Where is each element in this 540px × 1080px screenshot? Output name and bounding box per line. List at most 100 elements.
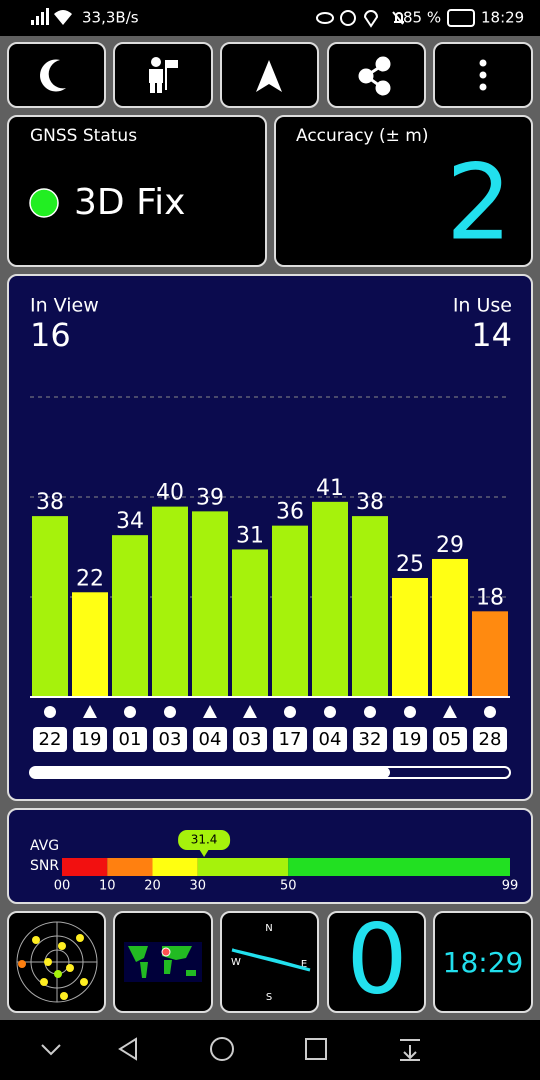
snr-value: 36 <box>276 500 304 525</box>
constellation-marker <box>124 706 136 718</box>
snr-label: SNR <box>30 858 59 874</box>
clock-tile[interactable] <box>433 911 533 1013</box>
nav-bar <box>0 1020 540 1080</box>
snr-value: 39 <box>196 485 224 510</box>
sat-id: 01 <box>119 729 142 750</box>
map-pin <box>161 947 171 957</box>
radar-icon <box>16 921 98 1003</box>
snr-tick-label: 30 <box>189 879 206 894</box>
snr-tick-label: 10 <box>99 879 116 894</box>
constellation-marker <box>284 706 296 718</box>
constellation-marker <box>324 706 336 718</box>
sat-id: 03 <box>239 729 262 750</box>
avg-label: AVG <box>30 838 59 854</box>
scroll-thumb[interactable] <box>30 767 390 778</box>
constellation-marker <box>243 705 257 718</box>
snr-tick-label: 20 <box>144 879 161 894</box>
snr-bar <box>432 558 468 697</box>
snr-segment <box>197 858 289 876</box>
share-button[interactable] <box>327 42 426 108</box>
snr-value: 38 <box>36 490 64 515</box>
snr-bar <box>112 535 148 697</box>
battery-level: 85 % <box>403 9 441 27</box>
snr-tick-label: 99 <box>502 879 519 894</box>
sat-id-box <box>313 727 347 752</box>
nav-icons[interactable] <box>41 1037 420 1061</box>
snr-bar <box>472 611 508 697</box>
sat-id: 28 <box>479 729 502 750</box>
clock-value: 18:29 <box>443 946 524 979</box>
sat-id-box <box>393 727 427 752</box>
avg-pointer-tip <box>199 849 210 857</box>
gnss-tile <box>7 115 267 267</box>
snr-bar <box>32 516 68 697</box>
snr-value: 22 <box>76 566 104 591</box>
snr-bar <box>272 525 308 697</box>
network-speed: 33,3B/s <box>82 9 139 27</box>
sat-id: 17 <box>279 729 302 750</box>
constellation-marker <box>83 705 97 718</box>
compass-w: W <box>231 957 241 968</box>
in-view-value: 16 <box>30 316 71 354</box>
menu-icon <box>479 59 487 91</box>
constellation-marker <box>443 705 457 718</box>
constellation-marker <box>203 705 217 718</box>
accuracy-tile <box>274 115 533 267</box>
snr-bar <box>192 511 228 697</box>
snr-tick-label: 00 <box>54 879 71 894</box>
accuracy-label: Accuracy (± m) <box>296 126 429 146</box>
compass-tile[interactable] <box>220 911 319 1013</box>
avg-value: 31.4 <box>191 833 218 847</box>
snr-value: 38 <box>356 490 384 515</box>
sat-id: 05 <box>439 729 462 750</box>
snr-value: 18 <box>476 585 504 610</box>
in-use-label: In Use <box>453 295 512 317</box>
gnss-value: 3D Fix <box>74 182 185 223</box>
signal-icon <box>31 8 49 25</box>
snr-value: 34 <box>116 509 144 534</box>
sat-id: 32 <box>359 729 382 750</box>
in-use-value: 14 <box>471 316 512 354</box>
snr-bar <box>72 592 108 697</box>
sat-id: 22 <box>39 729 62 750</box>
sat-id-box <box>113 727 147 752</box>
snr-bar <box>352 516 388 697</box>
sat-id: 19 <box>79 729 102 750</box>
gnss-label: GNSS Status <box>30 126 137 146</box>
share-icon <box>358 56 391 96</box>
snr-value: 31 <box>236 523 264 548</box>
sat-id-box <box>473 727 507 752</box>
sat-id: 03 <box>159 729 182 750</box>
compass-needle <box>231 948 311 972</box>
sat-id-box <box>433 727 467 752</box>
count-tile[interactable] <box>327 911 426 1013</box>
sat-id-box <box>273 727 307 752</box>
snr-panel <box>7 808 533 904</box>
sat-id: 04 <box>199 729 222 750</box>
count-value: 0 <box>346 903 407 1015</box>
avg-pointer <box>178 830 231 850</box>
sat-id-box <box>73 727 107 752</box>
compass-s: S <box>266 992 272 1003</box>
sat-id-box <box>353 727 387 752</box>
sat-id: 04 <box>319 729 342 750</box>
night-mode-button[interactable] <box>7 42 106 108</box>
snr-value: 25 <box>396 552 424 577</box>
sat-id-box <box>233 727 267 752</box>
sat-id-box <box>153 727 187 752</box>
snr-tick-label: 50 <box>280 879 297 894</box>
status-bar <box>0 0 540 36</box>
status-icons <box>316 10 404 28</box>
snr-bar <box>392 578 428 697</box>
fix-indicator <box>29 188 59 218</box>
in-view-label: In View <box>30 295 99 317</box>
snr-value: 40 <box>156 481 184 506</box>
sat-id: 19 <box>399 729 422 750</box>
snr-value: 29 <box>436 533 464 558</box>
radar-dots <box>18 934 88 1000</box>
snr-bar <box>312 501 348 697</box>
sat-id-box <box>33 727 67 752</box>
constellation-marker <box>484 706 496 718</box>
arrow-icon <box>256 60 282 92</box>
